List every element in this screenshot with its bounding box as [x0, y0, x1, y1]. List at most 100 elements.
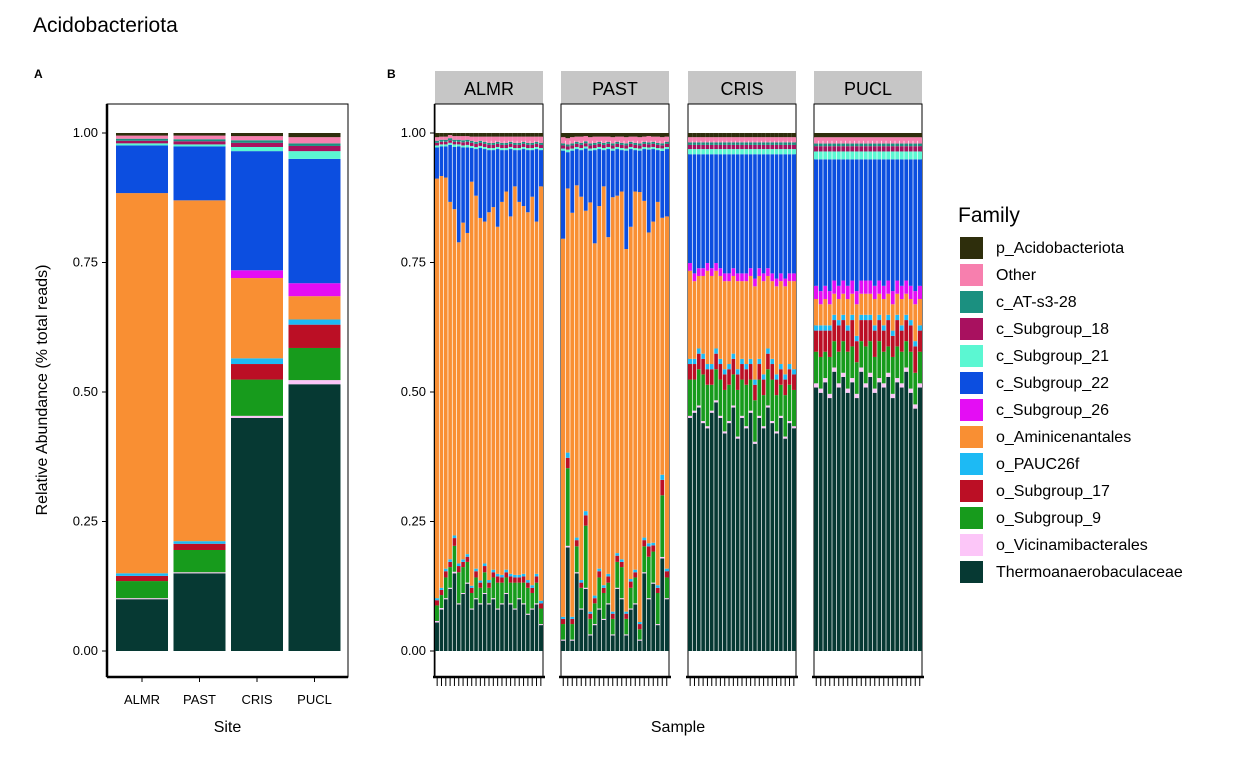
bar-segment-almr-c-subgroup-22	[116, 145, 168, 194]
sample-segment-almr-10-p-acidobacteriota	[473, 133, 479, 137]
sample-segment-cris-2-o-vicinamibacterales	[692, 410, 697, 413]
sample-bar-past-7	[588, 133, 593, 651]
sample-segment-cris-23-c-subgroup-18	[783, 144, 788, 150]
sample-segment-pucl-17-o-subgroup-17	[886, 320, 891, 347]
sample-segment-pucl-10-other	[854, 137, 859, 144]
sample-segment-almr-12-c-subgroup-21	[482, 146, 487, 150]
sample-segment-pucl-20-other	[899, 137, 904, 144]
sample-segment-cris-12-p-acidobacteriota	[735, 133, 740, 138]
sample-segment-almr-16-o-aminicenantales	[499, 201, 505, 575]
sample-segment-cris-24-o-pauc26f	[787, 364, 792, 370]
sample-segment-pucl-11-c-at-s3-28	[859, 143, 864, 147]
bar-segment-pucl-o-aminicenantales	[288, 296, 341, 320]
sample-segment-pucl-12-c-subgroup-22	[863, 159, 868, 281]
sample-segment-past-24-o-subgroup-17	[664, 571, 669, 578]
sample-segment-cris-19-other	[765, 137, 771, 143]
sample-segment-past-15-c-subgroup-18	[624, 145, 629, 149]
sample-segment-cris-2-c-subgroup-26	[692, 273, 697, 282]
sample-segment-pucl-22-c-subgroup-22	[908, 159, 913, 286]
sample-segment-cris-20-o-subgroup-9	[770, 379, 775, 422]
sample-segment-almr-18-c-at-s3-28	[508, 141, 513, 144]
sample-segment-cris-9-c-subgroup-21	[722, 149, 727, 155]
sample-bar-cris-2	[692, 133, 697, 651]
sample-segment-past-7-c-subgroup-22	[588, 150, 593, 203]
sample-segment-cris-21-c-subgroup-22	[774, 154, 779, 279]
sample-segment-past-14-o-vicinamibacterales	[619, 598, 624, 600]
sample-segment-pucl-21-o-vicinamibacterales	[904, 367, 909, 372]
sample-segment-almr-4-c-subgroup-22	[447, 144, 453, 202]
sample-segment-almr-20-c-subgroup-21	[517, 148, 522, 151]
sample-segment-past-5-c-subgroup-22	[579, 150, 584, 197]
legend-swatch-o-pauc26f	[960, 453, 983, 475]
sample-segment-almr-24-c-subgroup-18	[534, 143, 539, 147]
sample-segment-cris-15-c-subgroup-26	[748, 268, 753, 276]
sample-segment-almr-15-o-vicinamibacterales	[495, 608, 500, 610]
sample-segment-almr-3-c-subgroup-18	[443, 141, 448, 145]
sample-segment-almr-17-c-subgroup-22	[504, 150, 509, 192]
sample-segment-almr-13-o-subgroup-17	[486, 582, 492, 588]
sample-segment-pucl-6-c-at-s3-28	[836, 143, 841, 147]
sample-segment-cris-16-c-at-s3-28	[752, 142, 758, 145]
sample-segment-cris-21-c-subgroup-21	[774, 149, 779, 155]
sample-segment-pucl-11-o-pauc26f	[859, 314, 864, 321]
sample-segment-pucl-14-p-acidobacteriota	[872, 133, 877, 138]
sample-segment-past-18-p-acidobacteriota	[637, 133, 642, 138]
sample-segment-pucl-12-o-pauc26f	[863, 314, 868, 321]
sample-segment-past-18-o-pauc26f	[637, 621, 642, 625]
sample-segment-pucl-11-c-subgroup-22	[859, 159, 864, 281]
sample-segment-cris-14-o-vicinamibacterales	[744, 426, 749, 429]
sample-segment-pucl-8-c-subgroup-22	[845, 159, 850, 286]
sample-segment-cris-19-o-pauc26f	[765, 348, 771, 354]
sample-bar-pucl-8	[845, 133, 850, 651]
sample-segment-pucl-21-c-subgroup-21	[904, 151, 909, 160]
sample-segment-almr-4-c-subgroup-21	[447, 142, 453, 145]
sample-segment-almr-5-c-subgroup-18	[452, 141, 457, 145]
legend-swatch-c-at-s3-28	[960, 291, 983, 313]
sample-segment-cris-15-o-subgroup-17	[748, 364, 753, 380]
sample-bar-pucl-4	[827, 133, 832, 651]
sample-segment-pucl-13-c-subgroup-26	[868, 280, 873, 294]
sample-bar-past-21	[651, 133, 656, 651]
sample-segment-pucl-3-c-subgroup-21	[823, 151, 828, 160]
sample-segment-past-8-o-pauc26f	[592, 595, 597, 599]
sample-segment-almr-3-o-pauc26f	[443, 568, 448, 572]
sample-segment-past-7-c-subgroup-21	[588, 148, 593, 151]
sample-segment-cris-4-thermoanaerobaculaceae	[700, 423, 706, 651]
sample-segment-past-22-c-at-s3-28	[655, 142, 660, 145]
sample-segment-cris-25-o-vicinamibacterales	[791, 426, 796, 429]
sample-segment-past-17-o-subgroup-17	[633, 572, 638, 578]
sample-segment-past-14-p-acidobacteriota	[619, 133, 624, 137]
sample-segment-almr-16-o-subgroup-9	[499, 582, 505, 604]
sample-segment-cris-11-p-acidobacteriota	[731, 133, 736, 138]
legend-item-o-subgroup-9: o_Subgroup_9	[960, 507, 1101, 529]
sample-segment-past-22-o-vicinamibacterales	[655, 624, 660, 626]
sample-segment-past-20-c-at-s3-28	[646, 142, 651, 145]
sample-segment-past-14-c-subgroup-21	[619, 148, 624, 151]
bar-segment-cris-o-aminicenantales	[231, 278, 283, 359]
sample-segment-almr-11-c-subgroup-21	[478, 145, 483, 149]
sample-segment-cris-7-o-aminicenantales	[713, 270, 719, 349]
sample-segment-past-6-thermoanaerobaculaceae	[583, 588, 588, 651]
sample-segment-past-19-c-subgroup-21	[642, 146, 647, 150]
sample-segment-cris-14-p-acidobacteriota	[744, 133, 749, 138]
sample-segment-cris-18-p-acidobacteriota	[761, 133, 766, 138]
sample-segment-cris-11-o-subgroup-17	[731, 358, 736, 375]
sample-segment-cris-12-c-subgroup-18	[735, 144, 740, 150]
sample-segment-past-19-thermoanaerobaculaceae	[642, 573, 647, 651]
sample-segment-pucl-20-c-subgroup-26	[899, 285, 904, 299]
sample-segment-past-8-p-acidobacteriota	[592, 133, 597, 137]
sample-segment-past-2-other	[565, 138, 570, 145]
sample-segment-cris-8-thermoanaerobaculaceae	[718, 417, 723, 651]
sample-segment-cris-21-o-pauc26f	[774, 374, 779, 380]
sample-bar-almr-11	[478, 133, 483, 651]
sample-segment-almr-24-p-acidobacteriota	[534, 133, 539, 137]
sample-segment-almr-18-o-vicinamibacterales	[508, 603, 513, 605]
sample-segment-almr-6-c-subgroup-22	[456, 146, 461, 243]
sample-segment-cris-12-c-at-s3-28	[735, 142, 740, 145]
sample-segment-past-17-o-pauc26f	[633, 569, 638, 573]
sample-bar-cris-7	[713, 133, 719, 651]
sample-segment-past-8-other	[592, 136, 597, 143]
sample-segment-past-10-o-subgroup-9	[601, 592, 606, 619]
sample-segment-cris-10-o-aminicenantales	[726, 281, 732, 365]
sample-segment-almr-23-o-subgroup-17	[530, 587, 535, 593]
